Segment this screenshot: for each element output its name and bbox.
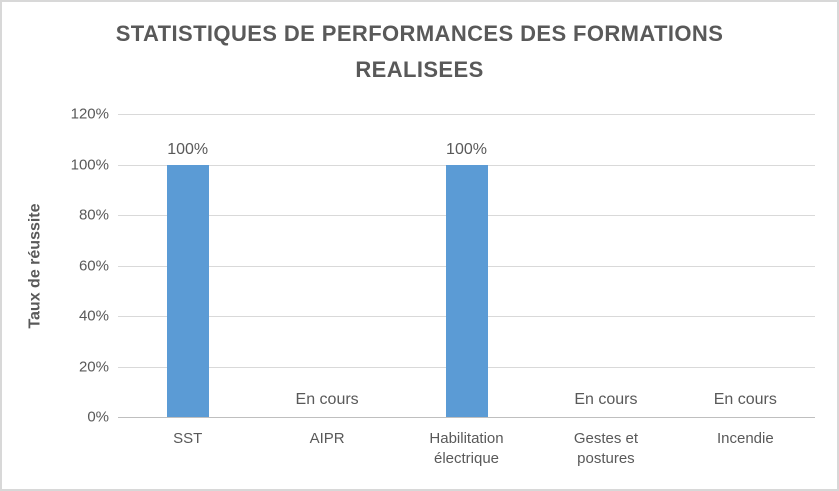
y-tick-label: 80% [78,206,109,224]
gridline [118,114,815,115]
y-tick-label: 40% [78,307,109,325]
bar-3 [445,164,488,417]
y-tick-label: 0% [87,408,109,426]
y-axis-title: Taux de réussite [20,114,52,417]
plot-area: 0% 20% 40% 60% 80% 100% 120% 100% En cours 100% En… [71,106,815,426]
x-axis-category-label: SST [173,430,203,447]
x-axis-category-label: AIPR [309,430,345,447]
x-axis-category-label: Incendie [716,430,774,447]
bar-1 [166,164,209,417]
y-tick-label: 120% [70,105,109,123]
y-tick-label: 60% [78,257,109,274]
y-axis-title-text: Taux de réussite [27,202,44,329]
data-label: 100% [446,140,487,158]
x-axis-category-label: Gestes et postures [573,430,639,467]
x-axis-category-label: Habilitation électrique [429,430,504,467]
data-label: En cours [713,391,777,408]
chart-title: STATISTIQUES DE PERFORMANCES DES FORMATI… [115,21,724,82]
y-tick-label: 20% [78,358,109,375]
x-axis-labels: SST AIPR Habilitation électrique Gestes et … [118,429,815,469]
y-tick-label: 100% [70,156,109,173]
data-label: En cours [295,391,359,408]
data-label: 100% [167,140,209,158]
data-label: En cours [574,391,638,408]
